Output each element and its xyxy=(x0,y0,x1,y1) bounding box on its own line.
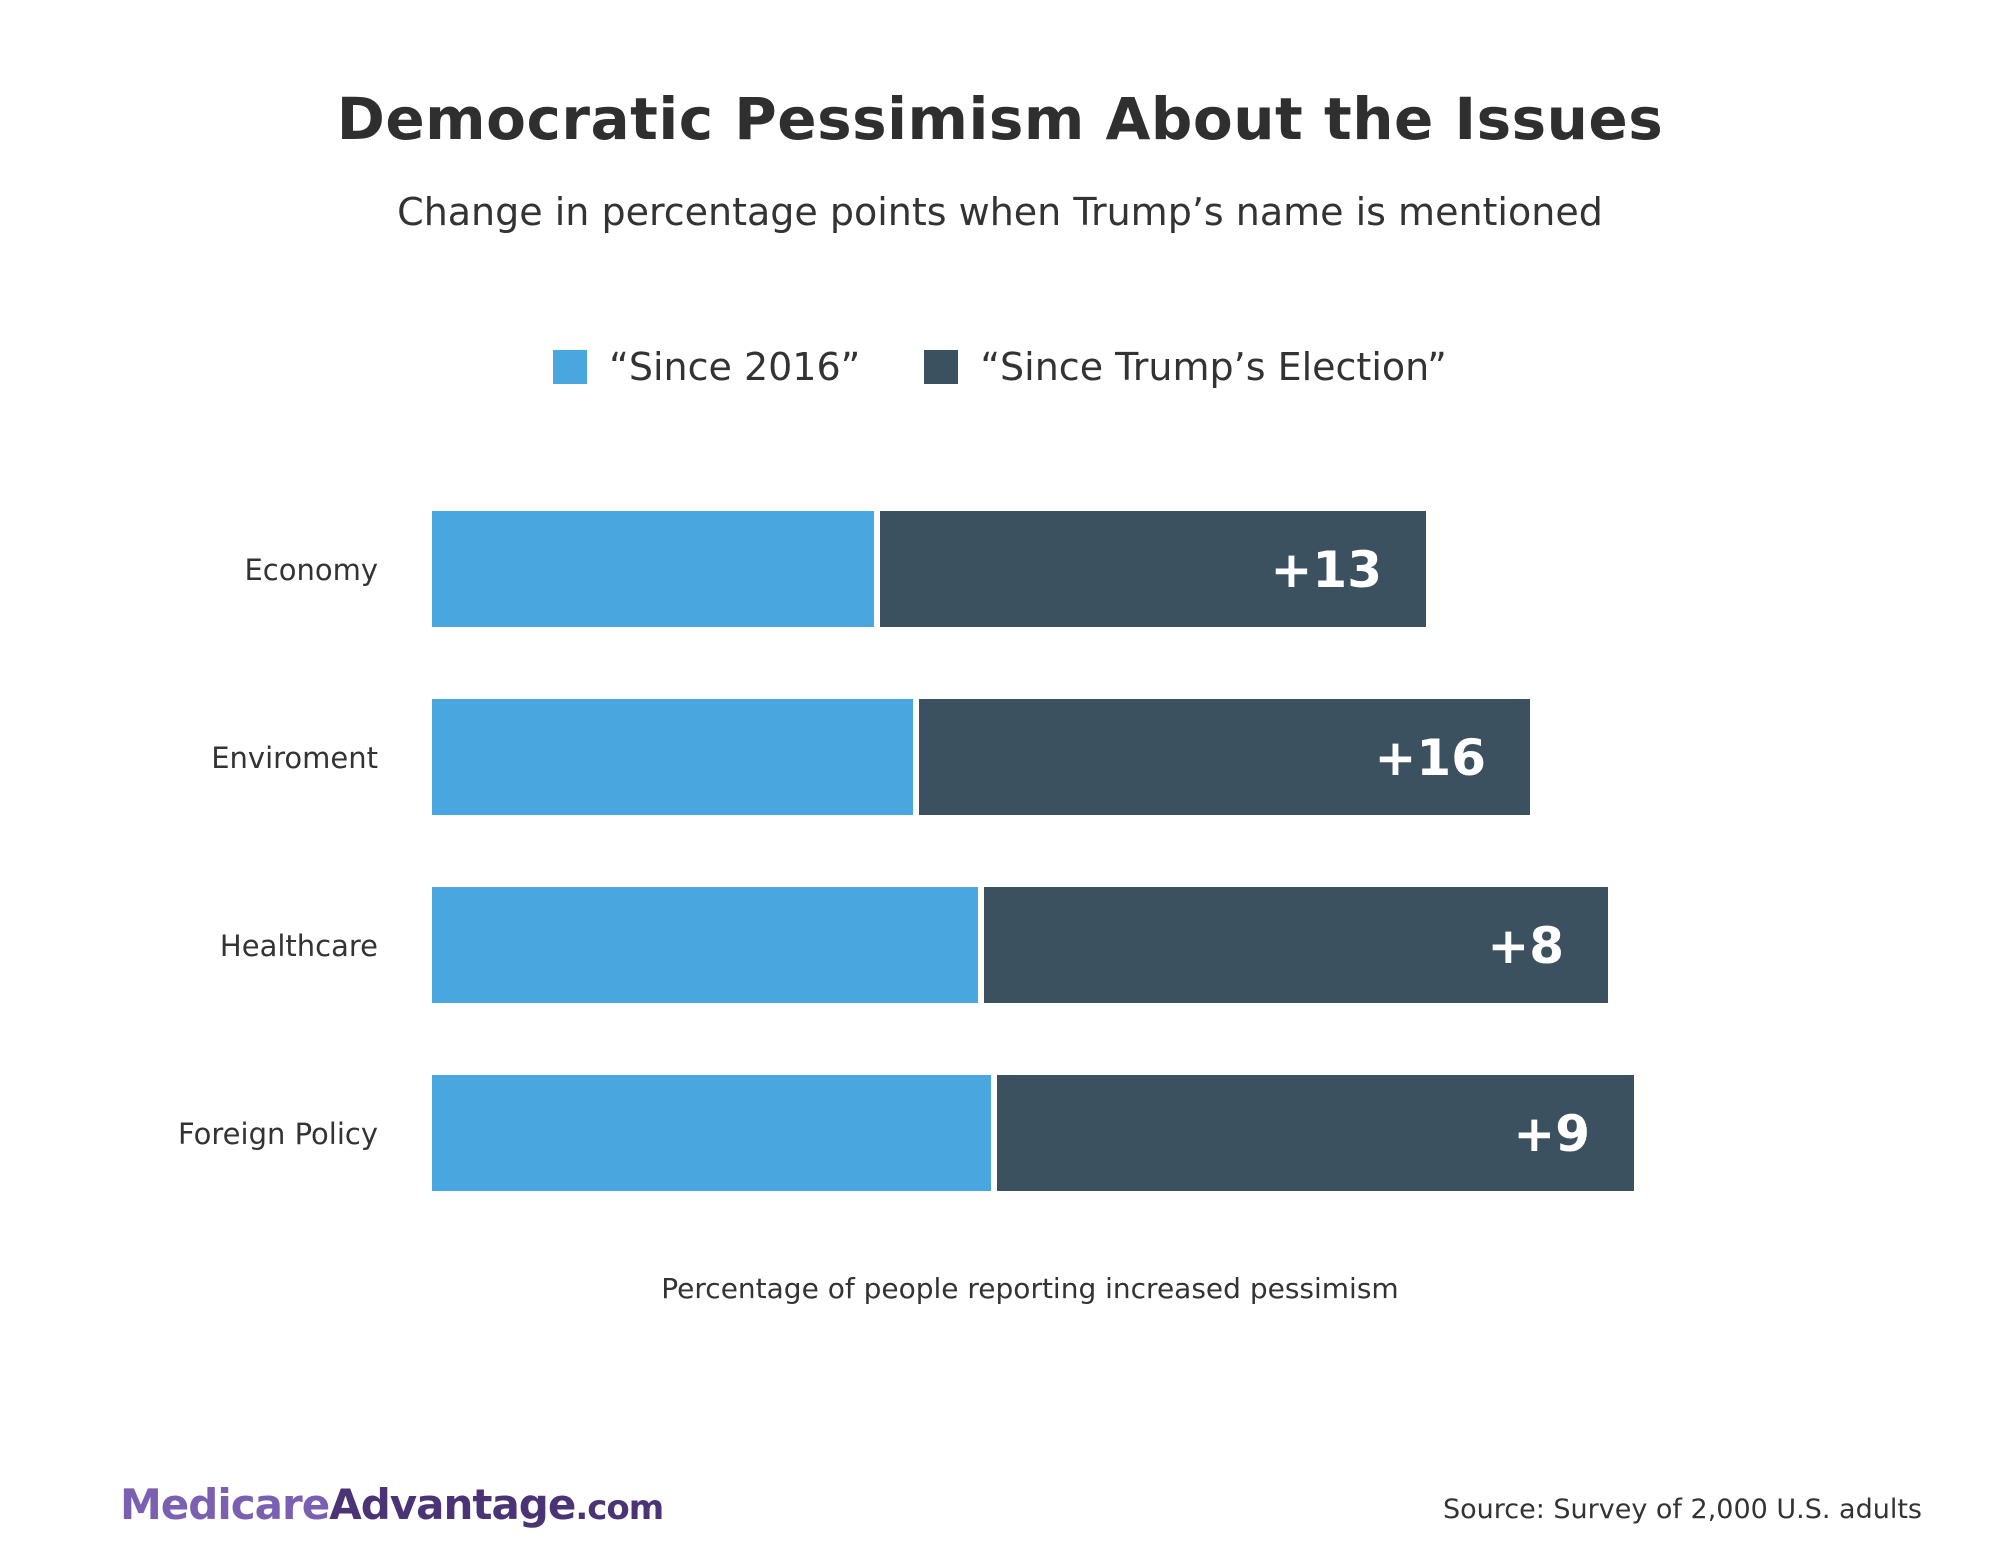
bar-enviroment-since-election xyxy=(919,699,1530,815)
category-label-foreign-policy: Foreign Policy xyxy=(178,1117,378,1151)
legend-swatch-since-election xyxy=(924,350,959,384)
source-note: Source: Survey of 2,000 U.S. adults xyxy=(1443,1494,1922,1525)
chart-subtitle: Change in percentage points when Trump’s… xyxy=(397,190,1603,234)
data-label-foreign-policy: +9 xyxy=(1513,1105,1590,1163)
bar-enviroment-since-2016 xyxy=(432,699,913,815)
bar-economy-since-election xyxy=(880,511,1426,627)
x-axis-label: Percentage of people reporting increased… xyxy=(661,1272,1399,1305)
legend-item-since-election: “Since Trump’s Election” xyxy=(924,345,1447,389)
bar-foreign-policy-since-election xyxy=(997,1075,1634,1191)
legend-swatch-since-2016 xyxy=(553,350,588,384)
bar-foreign-policy-since-2016 xyxy=(432,1075,991,1191)
chart-title: Democratic Pessimism About the Issues xyxy=(336,85,1664,153)
brand-logo-part3: .com xyxy=(575,1488,664,1528)
legend-item-since-2016: “Since 2016” xyxy=(553,345,860,389)
category-label-enviroment: Enviroment xyxy=(211,741,378,775)
bar-healthcare-since-election xyxy=(984,887,1608,1003)
category-label-healthcare: Healthcare xyxy=(220,929,378,963)
brand-logo-part1: Medicare xyxy=(120,1480,330,1529)
legend-label-since-2016: “Since 2016” xyxy=(609,345,861,389)
brand-logo: MedicareAdvantage.com xyxy=(120,1480,664,1529)
legend: “Since 2016” “Since Trump’s Election” xyxy=(0,342,2000,392)
data-label-enviroment: +16 xyxy=(1375,729,1486,787)
data-label-healthcare: +8 xyxy=(1487,917,1564,975)
legend-label-since-election: “Since Trump’s Election” xyxy=(980,345,1447,389)
bar-economy-since-2016 xyxy=(432,511,874,627)
data-label-economy: +13 xyxy=(1271,541,1382,599)
category-label-economy: Economy xyxy=(244,553,378,587)
bar-healthcare-since-2016 xyxy=(432,887,978,1003)
brand-logo-part2: Advantage xyxy=(329,1480,576,1529)
